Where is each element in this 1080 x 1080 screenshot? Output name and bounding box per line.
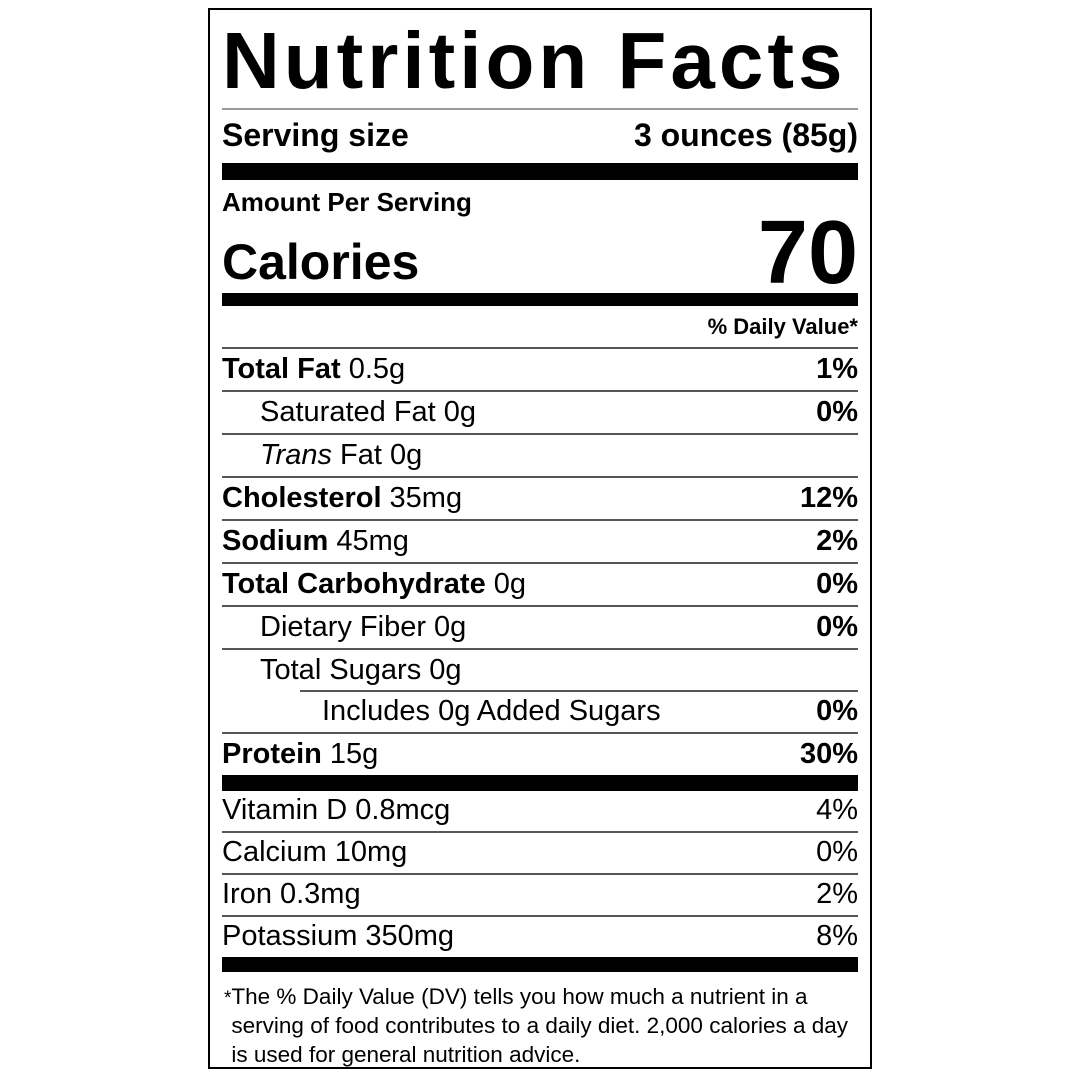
daily-value-header: % Daily Value* xyxy=(707,314,858,339)
nutrient-row-total-fat: Total Fat 0.5g 1% xyxy=(222,347,858,390)
nutrient-amount: 0.3mg xyxy=(279,878,361,910)
serving-size-row: Serving size 3 ounces (85g) xyxy=(222,110,858,163)
nutrient-row-sodium: Sodium 45mg 2% xyxy=(222,519,858,562)
nutrient-dv: 2% xyxy=(816,525,858,557)
nutrient-amount: 0.8mcg xyxy=(355,794,451,826)
nutrient-dv: 0% xyxy=(816,836,858,868)
nutrient-amount: 35mg xyxy=(389,482,463,514)
nutrient-amount: 350mg xyxy=(365,920,455,952)
separator-bar xyxy=(222,163,858,180)
serving-size-value: 3 ounces (85g) xyxy=(633,117,858,153)
nutrient-row-saturated-fat: Saturated Fat 0g 0% xyxy=(222,390,858,433)
nutrient-row-total-carbohydrate: Total Carbohydrate 0g 0% xyxy=(222,562,858,605)
separator-bar xyxy=(222,775,858,791)
nutrient-name: Includes 0g Added Sugars xyxy=(322,695,661,727)
nutrient-dv: 0% xyxy=(816,568,858,600)
nutrient-dv: 4% xyxy=(816,794,858,826)
nutrient-amount: 10mg xyxy=(334,836,408,868)
nutrient-amount: 0g xyxy=(434,611,467,643)
nutrient-dv: 0% xyxy=(816,396,858,428)
separator-bar xyxy=(222,293,858,306)
footnote: * The % Daily Value (DV) tells you how m… xyxy=(222,972,858,1067)
nutrient-dv: 30% xyxy=(799,738,858,770)
nutrient-amount: 45mg xyxy=(336,525,409,557)
nutrient-name: Protein xyxy=(222,738,322,770)
nutrient-dv: 12% xyxy=(799,482,858,514)
calories-row: Calories 70 xyxy=(222,203,858,303)
nutrient-name: Iron xyxy=(222,878,272,910)
nutrient-name: Potassium xyxy=(222,920,358,952)
nutrient-dv: 1% xyxy=(816,353,858,385)
nutrient-name: Cholesterol xyxy=(222,482,382,514)
micronutrient-row-calcium: Calcium 10mg 0% xyxy=(222,831,858,873)
nutrient-name: Saturated Fat xyxy=(260,396,436,428)
separator-bar xyxy=(222,957,858,972)
nutrient-name: Trans xyxy=(260,439,332,471)
footnote-marker: * xyxy=(224,988,232,1009)
nutrient-rows: Total Fat 0.5g 1% Saturated Fat 0g 0% Tr… xyxy=(222,347,858,775)
nutrient-name: Total Carbohydrate xyxy=(222,568,486,600)
nutrient-amount: 0g xyxy=(493,568,526,600)
nutrient-name: Total Sugars xyxy=(260,654,422,686)
amount-per-serving-label: Amount Per Serving xyxy=(222,187,472,217)
nutrient-name: Total Fat xyxy=(222,353,341,385)
label-title: Nutrition Facts xyxy=(222,10,858,110)
nutrient-row-protein: Protein 15g 30% xyxy=(222,732,858,775)
nutrient-row-added-sugars: Includes 0g Added Sugars 0% xyxy=(222,690,858,732)
nutrient-dv: 8% xyxy=(816,920,858,952)
nutrient-amount: 0.5g xyxy=(348,353,406,385)
micronutrient-rows: Vitamin D 0.8mcg 4% Calcium 10mg 0% Iron… xyxy=(222,791,858,957)
nutrition-facts-label: Nutrition Facts Serving size 3 ounces (8… xyxy=(208,8,872,1069)
calories-label: Calories xyxy=(222,234,420,290)
nutrient-row-total-sugars: Total Sugars 0g xyxy=(222,648,858,691)
micronutrient-row-iron: Iron 0.3mg 2% xyxy=(222,873,858,915)
nutrient-row-dietary-fiber: Dietary Fiber 0g 0% xyxy=(222,605,858,648)
nutrient-name: Dietary Fiber xyxy=(260,611,426,643)
nutrient-name: Sodium xyxy=(222,525,329,557)
nutrient-dv: 2% xyxy=(816,878,858,910)
nutrient-amount: Fat 0g xyxy=(339,439,423,471)
nutrient-amount: 15g xyxy=(329,738,379,770)
nutrient-name: Vitamin D xyxy=(222,794,348,826)
micronutrient-row-vitamin-d: Vitamin D 0.8mcg 4% xyxy=(222,791,858,831)
calories-value: 70 xyxy=(757,203,858,303)
nutrient-row-cholesterol: Cholesterol 35mg 12% xyxy=(222,476,858,519)
serving-size-label: Serving size xyxy=(222,117,409,153)
nutrient-dv: 0% xyxy=(816,695,858,727)
nutrient-amount: 0g xyxy=(443,396,476,428)
nutrient-row-trans-fat: Trans Fat 0g xyxy=(222,433,858,476)
micronutrient-row-potassium: Potassium 350mg 8% xyxy=(222,915,858,957)
footnote-text: The % Daily Value (DV) tells you how muc… xyxy=(231,984,849,1067)
nutrient-dv: 0% xyxy=(816,611,858,643)
nutrient-name: Calcium xyxy=(222,836,327,868)
nutrient-amount: 0g xyxy=(429,654,462,686)
